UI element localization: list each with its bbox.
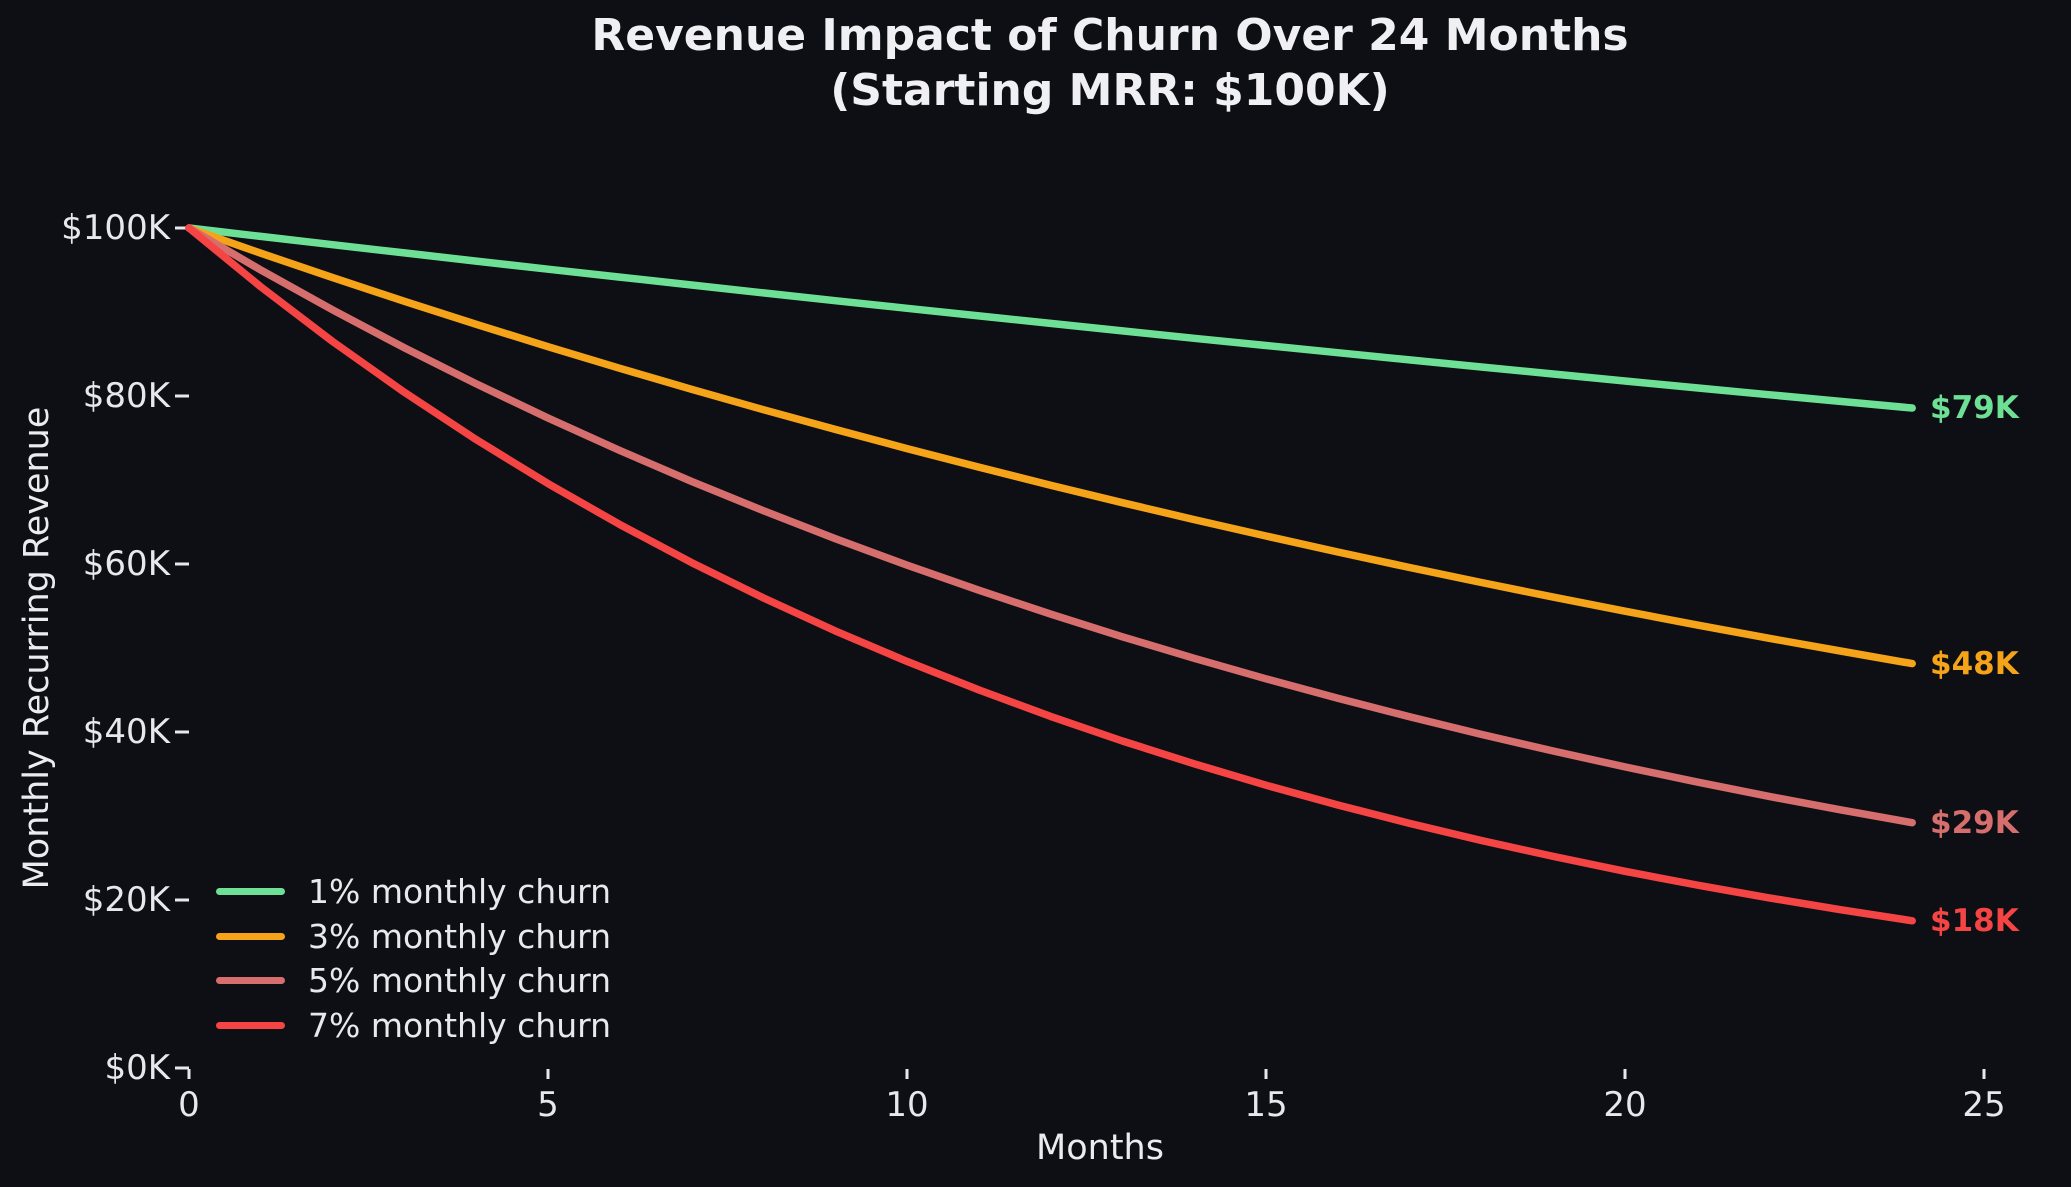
end-value-label-5%: $29K [1930,804,2019,841]
legend-swatch-7% [216,1022,285,1030]
y-tick-label: $60K [82,544,170,584]
x-axis-title: Months [1036,1128,1164,1168]
legend-swatch-5% [216,977,285,985]
legend-swatch-1% [216,887,285,895]
y-tick-label: $80K [82,376,170,416]
legend-item: 7% monthly churn [216,1003,611,1048]
legend-item: 3% monthly churn [216,914,611,959]
legend-item: 1% monthly churn [216,869,611,914]
series-line-5%-churn [185,224,1916,827]
chart-title: Revenue Impact of Churn Over 24 Months (… [591,8,1628,118]
legend-label: 1% monthly churn [308,871,612,911]
x-tick-label: 20 [1603,1085,1647,1125]
end-value-label-3%: $48K [1930,645,2019,682]
chart-title-line2: (Starting MRR: $100K) [830,65,1390,116]
x-tick-label: 5 [537,1085,559,1125]
legend-item: 5% monthly churn [216,959,611,1004]
x-tick-label: 0 [178,1085,200,1125]
y-tick-label: $20K [82,880,170,920]
series-line-7%-churn [185,224,1916,925]
legend-label: 7% monthly churn [308,1006,612,1046]
series-line-1%-churn [185,224,1916,412]
legend: 1% monthly churn 3% monthly churn 5% month… [216,869,611,1048]
y-axis-title: Monthly Recurring Revenue [17,406,57,890]
x-tick-label: 10 [885,1085,929,1125]
chart-title-line1: Revenue Impact of Churn Over 24 Months [591,10,1629,61]
y-tick-label: $100K [61,208,170,248]
x-tick-label: 25 [1962,1085,2006,1125]
end-value-label-7%: $18K [1930,902,2019,939]
y-tick-label: $0K [104,1048,170,1088]
x-tick-label: 15 [1244,1085,1288,1125]
legend-swatch-3% [216,932,285,940]
legend-label: 5% monthly churn [308,961,612,1001]
series-line-3%-churn [185,224,1916,668]
end-value-label-1%: $79K [1930,390,2019,426]
y-tick-label: $40K [82,712,170,752]
legend-label: 3% monthly churn [308,916,612,956]
